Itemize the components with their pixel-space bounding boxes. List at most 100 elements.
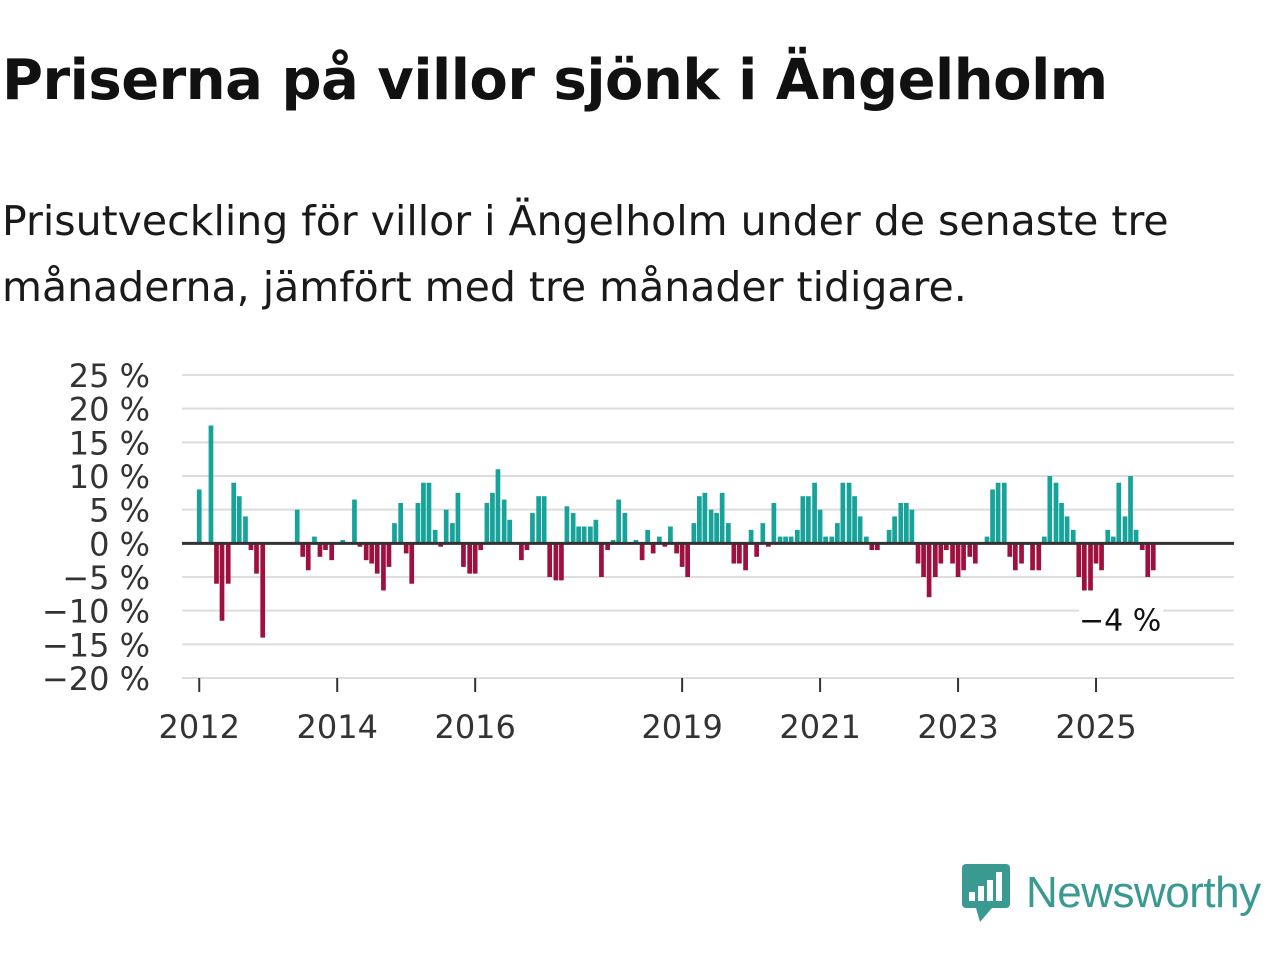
x-tick-label: 2014 [296, 708, 377, 746]
bar [863, 536, 869, 544]
bar [294, 509, 300, 544]
bar [806, 496, 811, 544]
bar [605, 543, 610, 551]
bar [1053, 482, 1059, 544]
bar [196, 489, 202, 544]
bar [874, 543, 880, 551]
bar [984, 536, 990, 544]
bar [536, 496, 542, 544]
bar [547, 543, 553, 577]
bar [305, 543, 311, 571]
y-tick-label: 5 % [89, 492, 150, 530]
bar [691, 523, 697, 544]
bar [840, 482, 846, 544]
bar [519, 543, 524, 561]
bar [455, 492, 461, 544]
bar [386, 543, 392, 567]
bar [478, 543, 484, 551]
bar [852, 496, 857, 544]
logo-text: Newsworthy [1026, 868, 1261, 917]
annotation-background [1079, 598, 1164, 643]
chart-subtitle: Prisutveckling för villor i Ängelholm un… [2, 197, 1169, 311]
bar [714, 513, 719, 544]
bar [1064, 516, 1070, 544]
bar [374, 543, 380, 574]
bar [685, 543, 691, 577]
bar [317, 543, 323, 557]
bar [329, 543, 335, 561]
bar [679, 543, 685, 567]
bar [777, 536, 783, 544]
bar [754, 543, 759, 557]
bar [1088, 543, 1093, 591]
bar [214, 543, 219, 584]
bar [915, 543, 921, 564]
bar [697, 496, 702, 544]
bar [570, 513, 576, 544]
bar [645, 529, 650, 544]
bar [674, 543, 679, 554]
y-tick-label: −5 % [62, 559, 150, 597]
bar [1145, 543, 1151, 577]
bar [932, 543, 938, 577]
bar [588, 526, 593, 544]
bar [1007, 543, 1013, 557]
bar [1070, 529, 1076, 544]
y-tick-label: −15 % [42, 626, 150, 664]
bar [771, 502, 777, 544]
bar [225, 543, 231, 584]
bar [1110, 536, 1116, 544]
bar [450, 523, 455, 544]
bar [581, 526, 587, 544]
x-tick-label: 2021 [779, 708, 860, 746]
bar [398, 502, 404, 544]
bar [760, 523, 766, 544]
bar [415, 502, 421, 544]
bar [593, 519, 599, 544]
bar [834, 523, 840, 544]
bar [472, 543, 478, 574]
bar [357, 543, 363, 547]
bar [1099, 543, 1104, 571]
bar [254, 543, 259, 574]
bar [938, 543, 944, 564]
bar [524, 543, 530, 551]
bar [955, 543, 961, 577]
bar [409, 543, 415, 584]
bar [363, 543, 369, 561]
bar [490, 492, 495, 544]
bar [737, 543, 742, 564]
bar [823, 536, 828, 544]
bar [633, 539, 639, 544]
y-tick-label: 10 % [69, 458, 150, 496]
bar [650, 543, 656, 554]
bar [438, 543, 444, 547]
bar [972, 543, 978, 564]
bar [403, 543, 409, 554]
bar [208, 425, 214, 544]
y-tick-label: 0 % [89, 525, 150, 563]
bar [236, 496, 242, 544]
bar [668, 526, 673, 544]
bar [340, 539, 346, 544]
bar [501, 499, 507, 544]
bar [657, 536, 662, 544]
bar [794, 529, 800, 544]
bar [892, 516, 897, 544]
chart-bubble-icon [962, 864, 1010, 922]
bar [1001, 482, 1007, 544]
bar [461, 543, 466, 567]
bar [961, 543, 966, 571]
y-tick-label: 25 % [69, 357, 150, 395]
bar [231, 482, 237, 544]
bar [886, 529, 892, 544]
bar [559, 543, 564, 581]
bar [1139, 543, 1145, 551]
bar [443, 509, 449, 544]
bar [812, 482, 817, 544]
bar [817, 509, 823, 544]
bar [421, 482, 426, 544]
bar [926, 543, 932, 598]
x-tick-label: 2012 [159, 708, 240, 746]
bar [426, 482, 432, 544]
